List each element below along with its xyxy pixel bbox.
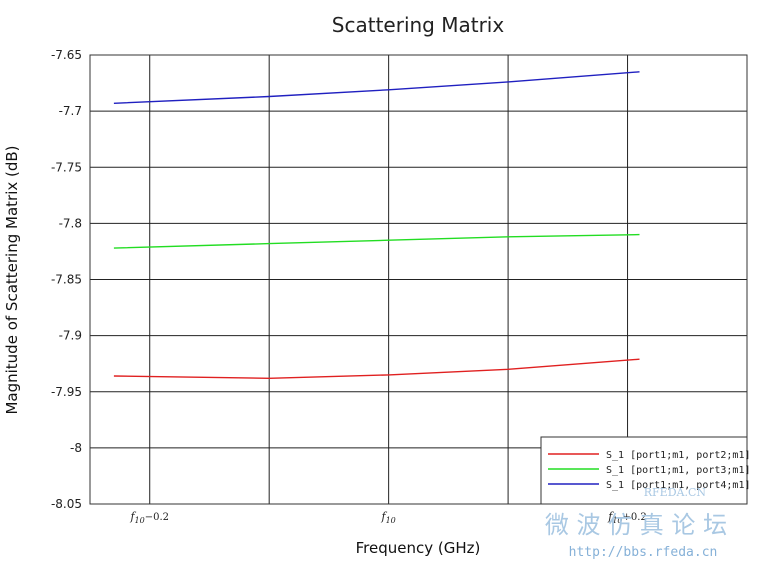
x-axis-label: Frequency (GHz) (356, 539, 481, 557)
chart-title: Scattering Matrix (332, 13, 505, 37)
series-lines (113, 71, 640, 380)
watermark-site: RFEDA.CN (644, 486, 707, 499)
y-tick-label: -8.05 (51, 497, 82, 511)
y-axis-label: Magnitude of Scattering Matrix (dB) (3, 145, 21, 414)
legend-box (540, 436, 748, 505)
y-tick-label: -7.75 (51, 160, 82, 174)
x-tick-label: f10−0.2 (129, 510, 169, 525)
grid (90, 54, 748, 505)
y-tick-label: -7.65 (51, 48, 82, 62)
watermark-forum: 微 波 仿 真 论 坛 (545, 511, 727, 539)
y-tick-label: -7.8 (59, 216, 82, 230)
legend-entry-label: S_1 [port1;m1, port2;m1] (606, 450, 751, 461)
y-tick-label: -7.85 (51, 273, 82, 287)
legend: S_1 [port1;m1, port2;m1] S_1 [port1;m1, p… (540, 436, 751, 505)
y-tick-label: -7.7 (59, 104, 82, 118)
series-line-3 (113, 71, 640, 104)
x-tick-label: f10+0.2 (607, 510, 647, 525)
x-axis-ticks: f10−0.2 f10 f10+0.2 (129, 510, 646, 525)
series-line-2 (113, 233, 640, 249)
y-axis-ticks: -7.65 -7.7 -7.75 -7.8 -7.85 -7.9 -7.95 -8 -8.05 (51, 48, 82, 511)
x-tick-label: f10 (381, 510, 396, 525)
y-tick-label: -7.9 (59, 329, 82, 343)
y-tick-label: -8 (70, 441, 82, 455)
plot-area-frame (89, 54, 748, 505)
watermark-url: http://bbs.rfeda.cn (569, 545, 718, 560)
watermark: RFEDA.CN 微 波 仿 真 论 坛 http://bbs.rfeda.cn (545, 486, 727, 560)
legend-entry-label: S_1 [port1;m1, port3;m1] (606, 465, 751, 476)
legend-entry-label: S_1 [port1;m1, port4;m1] (606, 480, 751, 491)
series-line-1 (113, 358, 640, 380)
y-tick-label: -7.95 (51, 385, 82, 399)
